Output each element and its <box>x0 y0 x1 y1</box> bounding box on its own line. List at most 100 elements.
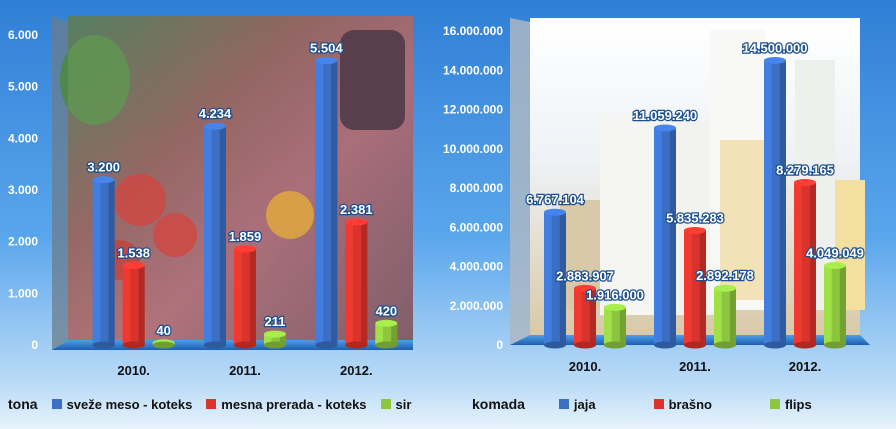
y-tick-label: 16.000.000 <box>443 24 503 38</box>
bar-base <box>122 341 145 349</box>
bar <box>315 57 338 349</box>
bar-highlight <box>764 60 772 345</box>
right-unit-label: komada <box>472 396 525 412</box>
data-label: 1.916.000 <box>586 287 644 302</box>
legend-item: sir <box>380 396 412 412</box>
data-label: 8.279.165 <box>776 163 834 178</box>
bar-highlight <box>122 265 131 345</box>
bar-highlight <box>604 307 612 345</box>
left-unit-label: tona <box>8 396 38 412</box>
data-label: 14.500.000 <box>742 40 807 55</box>
y-tick-label: 0 <box>31 338 38 352</box>
x-tick-label: 2012. <box>340 363 373 378</box>
bar <box>794 179 816 349</box>
bar <box>375 319 398 349</box>
legend-label: flips <box>784 396 812 412</box>
y-tick-label: 0 <box>496 338 503 352</box>
bar-highlight <box>684 230 692 345</box>
y-tick-label: 14.000.000 <box>443 63 503 77</box>
bar-cap <box>764 56 786 64</box>
bar-shade <box>699 230 706 345</box>
bar-highlight <box>544 212 552 345</box>
data-label: 211 <box>265 314 286 329</box>
legend-label: mesna prerada - koteks <box>221 396 367 412</box>
legend-label: jaja <box>573 396 596 412</box>
x-tick-label: 2010. <box>117 363 150 378</box>
bar-shade <box>279 334 286 345</box>
data-label: 2.892.178 <box>696 268 754 283</box>
legend-item: brašno <box>653 396 712 412</box>
y-tick-label: 10.000.000 <box>443 142 503 156</box>
bar <box>345 218 368 349</box>
legend-label: sir <box>395 396 412 412</box>
legend-swatch <box>558 399 569 409</box>
data-label: 40 <box>156 323 170 338</box>
data-label: 6.767.104 <box>526 192 585 207</box>
bar-cap <box>315 57 338 65</box>
bar-shade <box>391 323 398 345</box>
y-tick-label: 4.000 <box>8 131 38 145</box>
bar-highlight <box>234 248 242 345</box>
data-label: 420 <box>375 303 397 318</box>
bar-cap <box>684 226 706 234</box>
y-tick-label: 12.000.000 <box>443 103 503 117</box>
bar-cap <box>714 284 736 292</box>
legend-swatch <box>51 399 62 409</box>
bar-base <box>604 341 626 349</box>
legend-swatch <box>206 399 217 409</box>
bar-base <box>204 341 226 349</box>
bar-cap <box>604 303 626 311</box>
bar <box>264 330 286 349</box>
bar <box>122 262 145 349</box>
bar-shade <box>809 182 816 345</box>
bar-highlight <box>92 179 101 345</box>
legend-item: jaja <box>558 396 596 412</box>
bar-highlight <box>345 221 354 345</box>
bar-shade <box>138 265 145 345</box>
y-tick-label: 8.000.000 <box>450 181 504 195</box>
bar-base <box>794 341 816 349</box>
bar-base <box>315 341 338 349</box>
bar-base <box>574 341 596 349</box>
bar-cap <box>544 208 566 216</box>
x-tick-label: 2010. <box>569 359 602 374</box>
bar-shade <box>619 307 626 345</box>
y-tick-label: 2.000 <box>8 235 38 249</box>
bar-shade <box>331 60 338 345</box>
bar-cap <box>375 319 398 327</box>
bar <box>204 122 226 349</box>
bar-highlight <box>654 127 662 345</box>
bar <box>684 226 706 349</box>
bar-highlight <box>315 60 324 345</box>
bar-highlight <box>794 182 802 345</box>
bar-cap <box>345 218 368 226</box>
y-tick-label: 3.000 <box>8 183 38 197</box>
bar-base <box>544 341 566 349</box>
bar-shade <box>249 248 256 345</box>
y-tick-label: 4.000.000 <box>450 260 504 274</box>
bar-base <box>824 341 846 349</box>
data-label: 2.883.907 <box>556 268 614 283</box>
data-label: 5.835.283 <box>666 210 724 225</box>
bar-base <box>152 341 175 349</box>
bar-base <box>375 341 398 349</box>
bar-cap <box>824 262 846 270</box>
y-tick-label: 1.000 <box>8 286 38 300</box>
bar <box>714 284 736 349</box>
bar-highlight <box>264 334 272 345</box>
data-label: 4.234 <box>199 106 232 121</box>
bar-shade <box>729 288 736 345</box>
data-label: 2.381 <box>340 202 373 217</box>
bar-base <box>345 341 368 349</box>
data-label: 5.504 <box>310 41 343 56</box>
bar-highlight <box>574 288 582 345</box>
y-tick-label: 2.000.000 <box>450 299 504 313</box>
legend-item: flips <box>769 396 812 412</box>
legend-swatch <box>380 399 391 409</box>
bar-cap <box>264 330 286 338</box>
bar-highlight <box>204 126 212 345</box>
bar-shade <box>219 126 226 345</box>
legend-label: brašno <box>668 396 712 412</box>
bar <box>604 303 626 349</box>
